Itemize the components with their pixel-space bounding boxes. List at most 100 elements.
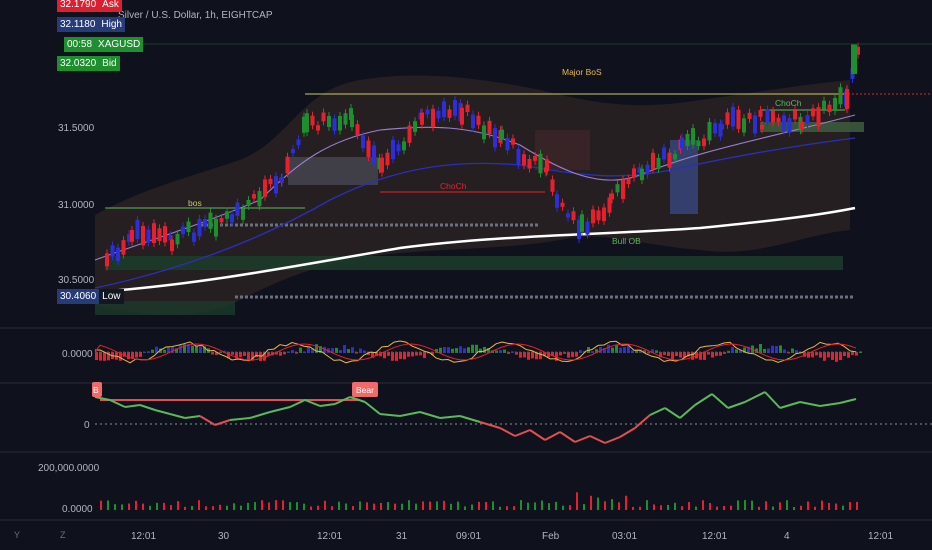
macd-bar — [703, 352, 706, 360]
macd-bar — [151, 349, 154, 353]
macd-bar — [707, 352, 710, 355]
choch-label-left: ChoCh — [440, 181, 467, 191]
oscillator-line — [544, 431, 561, 441]
volume-bar — [625, 495, 627, 510]
macd-bar — [171, 346, 174, 353]
candle — [197, 218, 202, 237]
macd-bar — [855, 352, 858, 356]
volume-bar — [429, 501, 431, 510]
candle — [447, 109, 452, 118]
oscillator-line — [269, 406, 291, 413]
macd-bar — [715, 352, 718, 356]
candle — [640, 168, 644, 181]
volume-bar — [744, 500, 746, 510]
candle — [420, 112, 424, 125]
macd-bar — [535, 352, 538, 360]
oscillator-line — [839, 398, 857, 404]
candle — [482, 125, 486, 140]
macd-bar — [203, 346, 206, 353]
oscillator-line — [364, 401, 381, 415]
candle — [758, 109, 763, 117]
log-toggle-button[interactable]: Y — [14, 530, 21, 540]
candle — [291, 149, 295, 154]
candle — [361, 135, 365, 149]
zoom-toggle-button[interactable]: Z — [60, 530, 66, 540]
candle — [822, 100, 826, 110]
time-tick: Feb — [542, 531, 560, 542]
candle — [555, 194, 559, 208]
macd-bar — [239, 352, 242, 357]
candle — [235, 202, 240, 216]
volume-bar — [317, 505, 319, 510]
volume-bar — [506, 506, 508, 510]
macd-bar — [563, 352, 566, 354]
candle — [718, 123, 723, 137]
macd-bar — [367, 352, 370, 355]
candle — [511, 138, 515, 145]
volume-bar — [688, 501, 690, 510]
macd-bar — [355, 352, 358, 354]
macd-bar — [719, 352, 722, 356]
macd-bar — [507, 352, 510, 354]
ask-value: 32.1790 — [57, 0, 100, 12]
macd-bar — [827, 352, 830, 358]
macd-bar — [459, 346, 462, 353]
candle — [152, 223, 156, 244]
macd-bar — [651, 349, 654, 353]
candle — [343, 113, 348, 125]
macd-bar — [607, 344, 610, 353]
volume-bar — [597, 497, 599, 510]
macd-bar — [779, 345, 782, 353]
low-value: 30.4060 — [57, 289, 100, 304]
macd-bar — [847, 352, 850, 358]
volume-bar — [394, 503, 396, 510]
macd-bar — [187, 343, 190, 353]
volume-bar — [653, 504, 655, 510]
time-tick: 30 — [218, 531, 230, 542]
candle — [105, 253, 109, 267]
macd-bar — [691, 352, 694, 360]
candle — [146, 229, 151, 243]
candle — [402, 141, 406, 151]
volume-bar — [527, 502, 529, 510]
candle — [585, 221, 590, 235]
candle — [372, 145, 376, 164]
macd-bar — [683, 352, 686, 358]
candle — [135, 219, 140, 239]
macd-bar — [179, 345, 182, 353]
candle — [760, 124, 764, 130]
candle — [533, 156, 537, 161]
supply-zone — [535, 130, 590, 170]
oscillator-line — [799, 401, 821, 407]
fvg-zone — [288, 157, 378, 185]
volume-bar — [737, 500, 739, 510]
time-tick: 4 — [784, 531, 790, 542]
candle — [230, 214, 234, 223]
time-tick: 31 — [396, 531, 408, 542]
macd-bar — [443, 347, 446, 353]
macd-bar — [375, 352, 378, 356]
symbol-tag[interactable]: 00:58 XAGUSD — [64, 37, 144, 52]
volume-bar — [135, 500, 137, 510]
candle — [720, 124, 724, 130]
candle — [691, 128, 695, 145]
candle — [736, 109, 741, 129]
macd-bar — [515, 352, 518, 355]
volume-bar — [310, 506, 312, 510]
volume-bar — [835, 503, 837, 510]
volume-bar — [555, 501, 557, 510]
macd-bar — [371, 352, 374, 358]
candle — [838, 87, 843, 105]
volume-bar — [345, 503, 347, 510]
candle — [141, 225, 145, 246]
signal-line — [94, 343, 857, 361]
macd-bar — [95, 352, 98, 361]
volume-bar — [268, 502, 270, 510]
macd-bar — [343, 345, 346, 353]
macd-bar — [771, 345, 774, 353]
candle — [192, 232, 196, 242]
time-tick: 09:01 — [456, 531, 481, 542]
macd-bar — [599, 346, 602, 353]
candle — [577, 219, 581, 240]
